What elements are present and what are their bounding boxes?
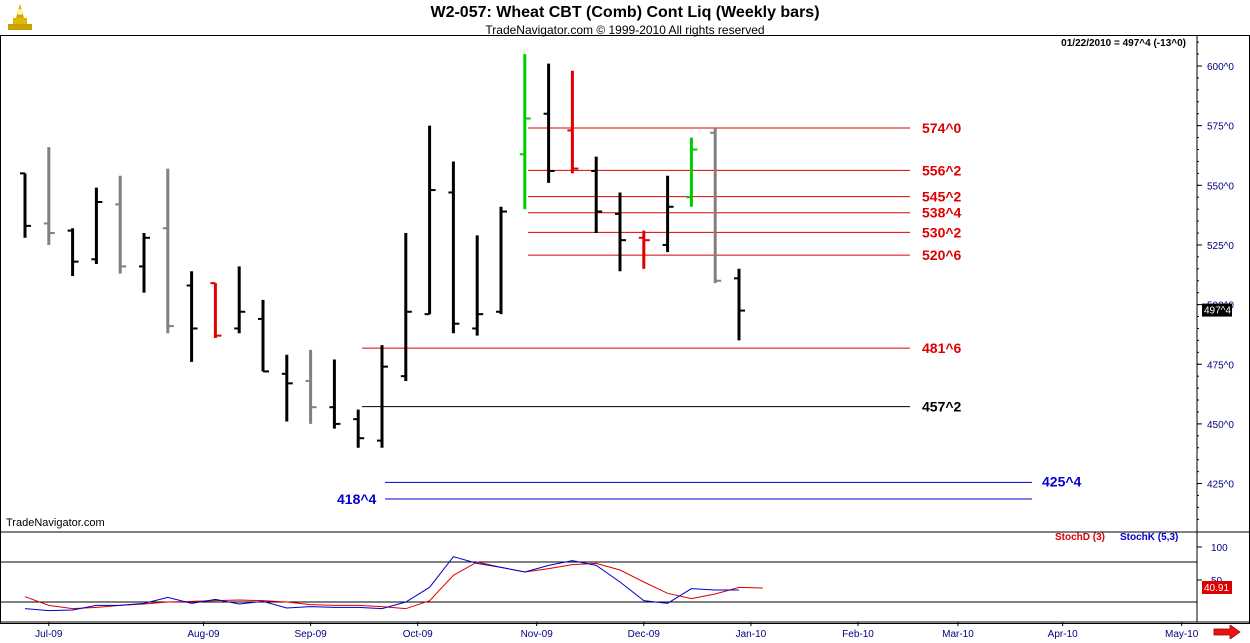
- level-label: 425^4: [1042, 473, 1082, 489]
- stoch-value-tag: 40.91: [1204, 583, 1229, 594]
- time-tick-label: Nov-09: [521, 629, 554, 640]
- price-tick-label: 525^0: [1207, 241, 1234, 252]
- time-tick-label: Mar-10: [942, 629, 974, 640]
- watermark: TradeNavigator.com: [6, 517, 105, 529]
- stoch-k-line: [24, 556, 739, 612]
- level-label: 481^6: [922, 340, 962, 356]
- time-tick-label: Sep-09: [294, 629, 327, 640]
- chart-title: W2-057: Wheat CBT (Comb) Cont Liq (Weekl…: [430, 4, 820, 21]
- level-label: 545^2: [922, 189, 962, 205]
- time-tick-label: Feb-10: [842, 629, 874, 640]
- time-tick-label: Jan-10: [736, 629, 767, 640]
- stoch-value-tag-box: [1202, 581, 1232, 594]
- chart-subtitle: TradeNavigator.com © 1999-2010 All right…: [485, 23, 765, 37]
- price-tick-label: 450^0: [1207, 420, 1234, 431]
- price-tick-label: 475^0: [1207, 360, 1234, 371]
- level-label: 520^6: [922, 247, 962, 263]
- level-label: 530^2: [922, 224, 962, 240]
- red-right-arrow-icon[interactable]: [1212, 625, 1242, 639]
- time-tick-label: Aug-09: [187, 629, 220, 640]
- legend-stoch-d: StochD (3): [1055, 532, 1105, 543]
- last-price-tag: 497^4: [1204, 306, 1231, 317]
- price-tick-label: 575^0: [1207, 122, 1234, 133]
- level-label: 418^4: [337, 491, 377, 507]
- last-price-tag-box: [1202, 303, 1232, 317]
- price-tick-label: 425^0: [1207, 480, 1234, 491]
- time-tick-label: Jul-09: [35, 629, 63, 640]
- trade-navigator-logo-icon: [8, 4, 32, 30]
- level-label: 556^2: [922, 162, 962, 178]
- price-readout: 01/22/2010 = 497^4 (-13^0): [1061, 38, 1186, 49]
- level-label: 538^4: [922, 205, 962, 221]
- stoch-d-line: [24, 561, 763, 610]
- time-tick-label: Apr-10: [1048, 629, 1078, 640]
- price-tick-label: 600^0: [1207, 62, 1234, 73]
- price-tick-label: 550^0: [1207, 181, 1234, 192]
- time-tick-label: Dec-09: [628, 629, 661, 640]
- stoch-tick-label: 100: [1211, 543, 1228, 554]
- time-tick-label: Oct-09: [403, 629, 433, 640]
- level-label: 574^0: [922, 120, 962, 136]
- time-tick-label: May-10: [1165, 629, 1199, 640]
- level-label: 457^2: [922, 399, 962, 415]
- legend-stoch-k: StochK (5,3): [1120, 532, 1179, 543]
